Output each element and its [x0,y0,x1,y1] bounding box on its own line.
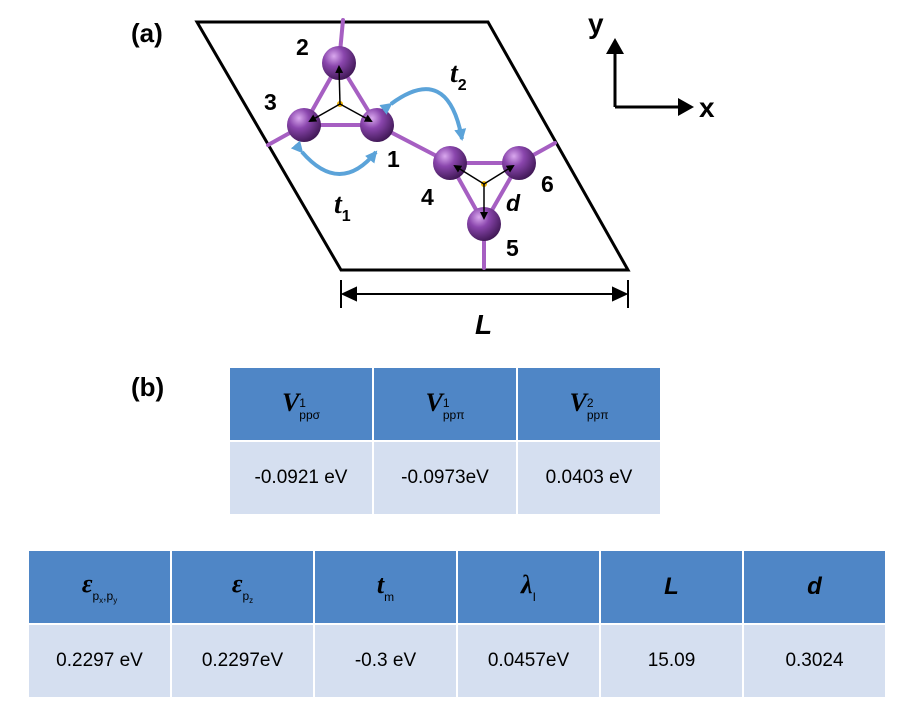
cell-epsilon-pxpy: 0.2297 eV [27,624,172,697]
header-v1-pp-pi: V 1 ppπ [372,368,518,442]
atom-5 [467,207,501,241]
header-v2-pp-pi: V 2 ppπ [516,368,662,442]
table-header-row: V 1 ppσ V 1 ppπ V 2 ppπ [228,368,662,442]
y-axis-label: y [588,8,604,39]
unit-cell [194,20,631,272]
header-epsilon-pz: εpz [170,551,315,625]
header-epsilon-pxpy: εpx,py [27,551,172,625]
x-axis-label: x [699,92,715,123]
header-v1-pp-sigma: V 1 ppσ [228,368,374,442]
t1-label: t1 [334,189,351,225]
atom-6 [502,146,536,180]
atom-3 [287,108,321,142]
y-axis-arrowhead [606,38,624,54]
site-label-6: 6 [541,171,554,197]
length-dimension [340,280,629,308]
cell-lambda-i: 0.0457eV [456,624,601,697]
site-label-2: 2 [296,34,309,60]
atom-4 [433,146,467,180]
site-label-4: 4 [421,184,434,210]
site-label-3: 3 [264,89,277,115]
cell-v2-pp-pi: 0.0403 eV [516,441,662,514]
length-label: L [475,309,492,340]
axes [613,50,682,109]
site-label-5: 5 [506,235,519,261]
t1-arrow [290,140,378,176]
atom-2 [322,46,356,80]
onsite-parameters-table: εpx,py εpz tm λI L d 0.2297 eV 0.2297eV … [27,551,887,697]
lattice-figure: 2 3 1 4 6 5 t1 t2 d L y x [194,8,715,340]
panel-label-b: (b) [131,372,165,402]
cell-epsilon-pz: 0.2297eV [170,624,315,697]
t2-arrow [379,87,467,141]
header-d: d [742,551,887,625]
cell-d: 0.3024 [742,624,887,697]
bonds [266,18,557,270]
distance-label: d [506,190,521,216]
cell-tm: -0.3 eV [313,624,458,697]
header-tm: tm [313,551,458,625]
x-axis-arrowhead [678,98,694,116]
cell-v1-pp-pi: -0.0973eV [372,441,518,514]
atom-1 [360,108,394,142]
slater-koster-table: V 1 ppσ V 1 ppπ V 2 ppπ -0.0921 eV -0.0973eV 0… [228,368,662,514]
header-l: L [599,551,744,625]
table-row: 0.2297 eV 0.2297eV -0.3 eV 0.0457eV 15.0… [27,624,887,697]
t2-label: t2 [450,58,467,94]
cell-v1-pp-sigma: -0.0921 eV [228,441,374,514]
panel-label-a: (a) [131,18,163,48]
table-row: -0.0921 eV -0.0973eV 0.0403 eV [228,441,662,514]
cell-l: 15.09 [599,624,744,697]
header-lambda-i: λI [456,551,601,625]
orbital-arrows [308,65,515,220]
table-header-row: εpx,py εpz tm λI L d [27,551,887,625]
site-label-1: 1 [387,146,400,172]
